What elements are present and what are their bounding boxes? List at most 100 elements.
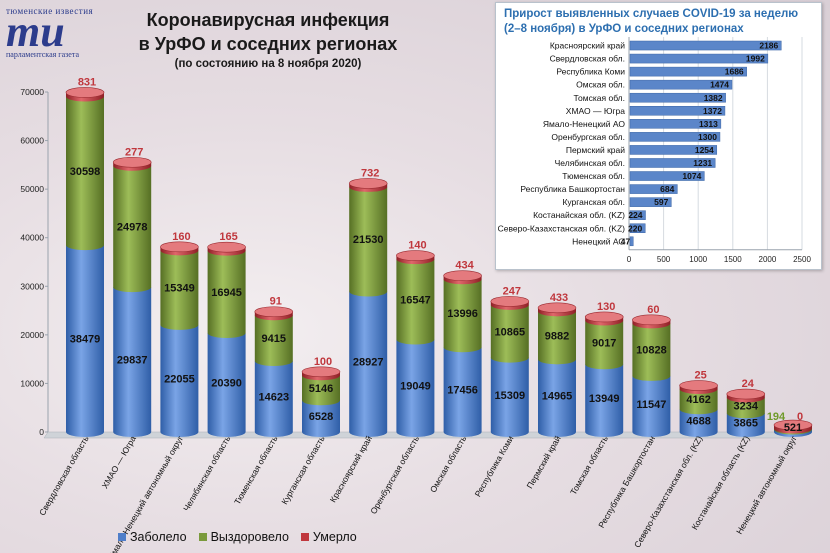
bar-top-cap (632, 314, 671, 326)
data-label-recovered: 9882 (545, 330, 569, 342)
inset-value-label: 1686 (725, 67, 744, 77)
inset-category-label: Ямало-Ненецкий АО (543, 119, 626, 129)
data-label-recovered: 3234 (734, 400, 759, 412)
x-category-label: ХМАО — Югра (100, 434, 138, 491)
x-category-label: Красноярский край (328, 434, 374, 504)
data-label-recovered: 24978 (117, 221, 148, 233)
bar-segment-recovered (396, 259, 435, 345)
inset-bar (629, 145, 718, 155)
legend-label-recovered: Выздоровело (210, 530, 289, 544)
bar-segment-sick (443, 347, 482, 437)
bar-segment-sick (538, 359, 576, 437)
main-title-line1: Коронавирусная инфекция (146, 10, 390, 30)
inset-category-label: Северо-Казахстанская обл. (KZ) (498, 223, 626, 233)
bar-top-cap (443, 270, 482, 282)
y-tick-label: 0 (39, 427, 44, 437)
bar-segment-sick (302, 400, 340, 437)
bar-segment-sick (632, 375, 671, 437)
bar-segment-sick (726, 413, 765, 437)
bar-segment-recovered (538, 311, 576, 365)
legend-item-recovered: Выздоровело (198, 530, 289, 544)
bar-segment-sick (585, 364, 624, 437)
bar-top-cap (112, 156, 152, 168)
chart-legend: Заболело Выздоровело Умерло (118, 530, 357, 544)
bar-top-cap (537, 302, 577, 314)
bar-segment-sick (679, 409, 718, 437)
inset-value-label: 1300 (698, 132, 717, 142)
bar-top-cap (65, 87, 105, 98)
bar-segment-sick (349, 291, 388, 437)
data-label-sick: 28927 (353, 357, 384, 369)
bar-segment-recovered (254, 315, 293, 366)
data-label-sick: 13949 (589, 393, 620, 405)
data-label-recovered: 9017 (592, 337, 616, 349)
inset-value-label: 684 (660, 184, 674, 194)
inset-chart-title: Прирост выявленных случаев COVID-19 за н… (504, 8, 799, 35)
data-label-sick: 38479 (70, 334, 101, 346)
inset-bar (629, 236, 634, 247)
bar-segment-recovered (632, 323, 671, 381)
data-label-sick: 19049 (400, 381, 431, 393)
data-label-died: 160 (172, 231, 190, 243)
bar-top-cap (490, 296, 530, 307)
inset-value-label: 224 (628, 210, 642, 220)
bar-segment-recovered (160, 250, 199, 330)
inset-bar (629, 197, 672, 207)
logo-sub-text: парламентская газета (6, 50, 79, 59)
logo-top-text: тюменские известия (6, 6, 94, 16)
x-category-label: Оренбургская область (368, 434, 421, 516)
data-label-sick: 22055 (164, 373, 195, 385)
data-label-recovered: 21530 (353, 234, 384, 246)
data-label-sick: 521 (784, 422, 802, 434)
inset-category-label: Красноярский край (550, 41, 625, 51)
inset-bar (629, 53, 769, 64)
data-label-sick: 14965 (542, 391, 573, 403)
data-label-died: 60 (647, 304, 659, 316)
x-category-label: Свердловская область (37, 434, 91, 518)
x-category-label: Томская область (568, 434, 610, 497)
data-label-sick: 3865 (734, 418, 758, 430)
inset-category-label: Республика Коми (556, 67, 625, 77)
inset-x-tick-label: 1500 (724, 255, 742, 264)
data-label-died: 831 (78, 76, 96, 88)
data-label-recovered: 4162 (686, 394, 710, 406)
bar-top-cap (207, 241, 246, 253)
inset-category-label: Пермский край (566, 145, 625, 155)
inset-x-tick-label: 500 (657, 255, 671, 264)
data-label-died: 277 (125, 146, 143, 158)
data-label-sick: 6528 (309, 411, 333, 423)
bar-segment-recovered (726, 397, 765, 419)
data-label-sick: 20390 (211, 377, 242, 389)
data-label-recovered: 30598 (70, 166, 101, 178)
bar-segment-sick (207, 332, 246, 437)
main-title-block: Коронавирусная инфекция в УрФО и соседни… (118, 8, 418, 70)
inset-value-label: 2186 (759, 41, 778, 51)
data-label-sick: 17456 (447, 385, 478, 397)
inset-bar (629, 119, 722, 129)
data-label-recovered: 10828 (636, 345, 667, 357)
inset-bar (629, 184, 678, 194)
bar-top-cap (726, 388, 766, 400)
data-label-recovered: 16945 (211, 287, 242, 299)
inset-value-label: 1074 (682, 171, 701, 181)
logo-mark: mu (6, 7, 65, 56)
inset-category-label: Томская обл. (574, 93, 625, 103)
data-label-recovered: 9415 (262, 333, 286, 345)
data-label-died: 140 (408, 240, 426, 252)
data-label-sick: 15309 (495, 390, 526, 402)
inset-value-label: 1372 (703, 106, 722, 116)
bar-segment-sick (490, 357, 529, 437)
legend-item-died: Умерло (300, 530, 357, 544)
inset-category-label: Оренбургская обл. (551, 132, 625, 142)
inset-bar (629, 92, 726, 103)
bar-top-cap (773, 419, 813, 431)
inset-value-label: 1992 (746, 54, 765, 64)
data-label-died: 25 (694, 370, 706, 382)
data-label-recovered: 13996 (447, 308, 478, 320)
inset-chart-panel: Прирост выявленных случаев COVID-19 за н… (495, 2, 822, 270)
inset-bar (629, 106, 726, 116)
bar-top-cap (396, 250, 435, 261)
inset-bar (629, 158, 716, 168)
data-label-recovered: 10865 (495, 326, 526, 338)
